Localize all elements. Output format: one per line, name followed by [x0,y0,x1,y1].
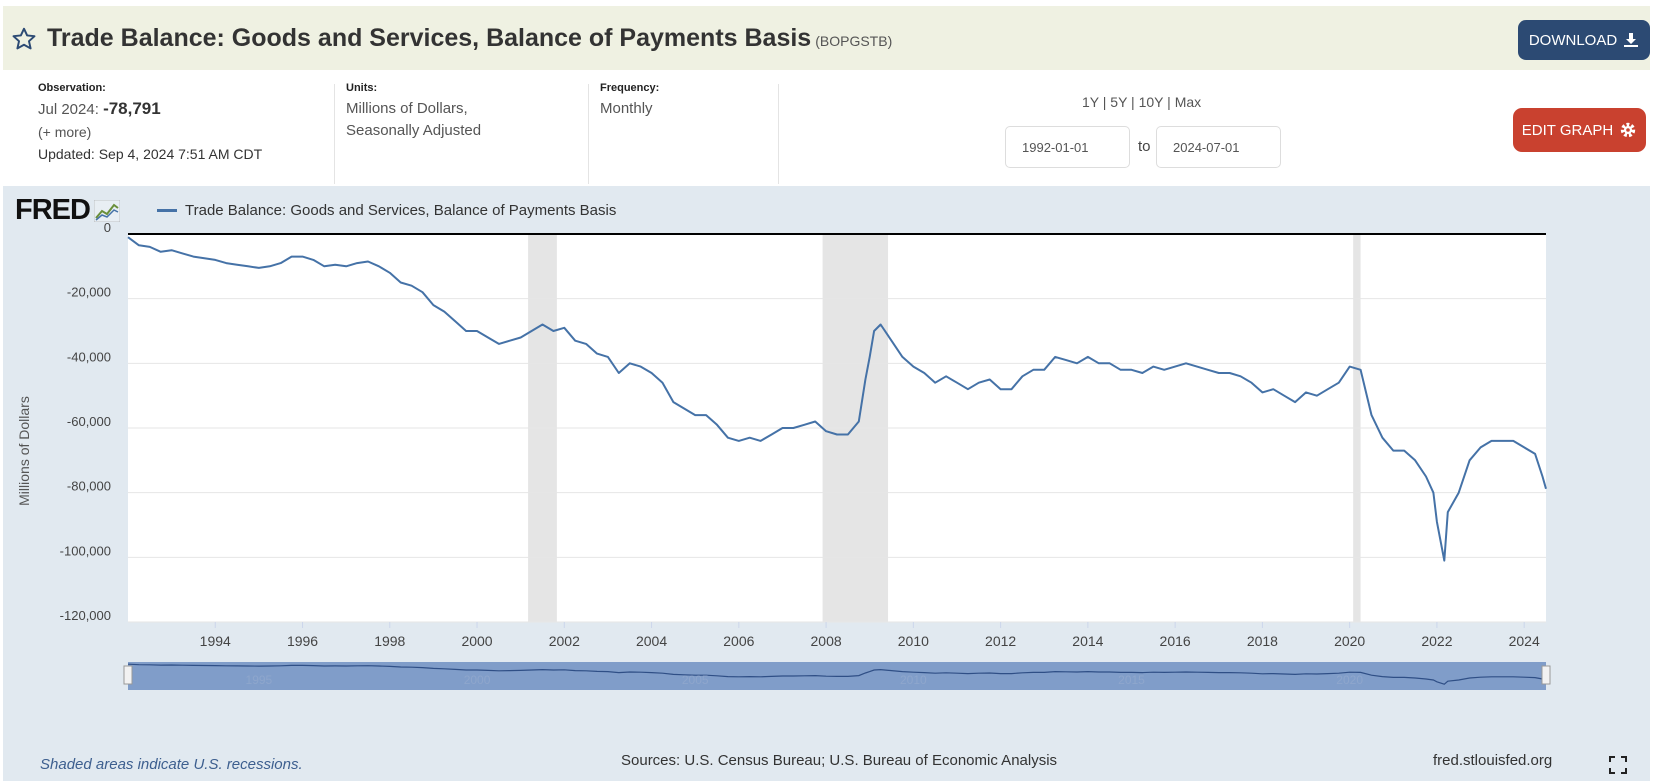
fullscreen-icon[interactable] [1609,756,1627,774]
x-tick-label: 2022 [1421,633,1452,649]
x-tick-label: 2004 [636,633,667,649]
divider [778,84,779,184]
edit-graph-label: EDIT GRAPH [1521,121,1614,139]
observation-label: Observation: [38,82,106,94]
navigator-year-label: 2010 [900,673,927,687]
range-10y-link[interactable]: 10Y [1138,94,1164,110]
x-tick-label: 1996 [287,633,318,649]
observation-date: Jul 2024: [38,101,99,118]
series-header: Trade Balance: Goods and Services, Balan… [3,6,1650,70]
navigator-line [127,663,1547,685]
end-date-input[interactable]: 2024-07-01 [1156,126,1281,168]
observation-block: Observation: Jul 2024: -78,791 (+ more) … [38,82,262,165]
y-tick-label: -20,000 [67,285,111,300]
download-icon [1624,33,1639,47]
sources-text: Sources: U.S. Census Bureau; U.S. Bureau… [621,752,1058,769]
x-tick-label: 2018 [1247,633,1278,649]
y-tick-label: -100,000 [60,543,111,558]
observation-value: -78,791 [103,99,161,118]
updated-value: Sep 4, 2024 7:51 AM CDT [98,146,263,162]
title-text: Trade Balance: Goods and Services, Balan… [47,24,812,52]
navigator-handle[interactable] [1541,665,1551,685]
star-icon[interactable] [11,26,37,52]
range-1y-link[interactable]: 1Y [1082,94,1099,110]
navigator-year-label: 2015 [1118,673,1145,687]
x-tick-label: 2020 [1334,633,1365,649]
x-tick-label: 2000 [461,633,492,649]
x-tick-label: 2010 [898,633,929,649]
range-navigator: 1995 2000 2005 2010 2015 2020 [123,662,1551,690]
legend-label: Trade Balance: Goods and Services, Balan… [185,202,617,219]
edit-graph-button[interactable]: EDIT GRAPH [1513,108,1646,152]
legend-swatch [157,209,177,212]
recession-note: Shaded areas indicate U.S. recessions. [40,756,303,773]
x-tick-label: 2006 [723,633,754,649]
units-line2: Seasonally Adjusted [346,122,482,139]
y-tick-label: 0 [104,222,111,235]
navigator-year-label: 2000 [464,673,491,687]
updated-label: Updated: [38,146,95,162]
series-id: (BOPGSTB) [815,33,893,49]
chart-logo-icon [93,199,120,222]
chart-legend[interactable]: Trade Balance: Goods and Services, Balan… [157,202,616,219]
gear-icon [1621,122,1636,138]
to-label: to [1138,138,1151,155]
page-title: Trade Balance: Goods and Services, Balan… [47,24,892,53]
x-tick-label: 1994 [200,633,231,649]
y-tick-label: -40,000 [67,349,111,364]
chart-svg[interactable]: 0 -20,000 -40,000 -60,000 -80,000 -100,000 -12… [3,222,1650,742]
divider [588,84,589,184]
range-max-link[interactable]: Max [1174,94,1202,110]
navigator-year-label: 1995 [246,673,273,687]
download-label: DOWNLOAD [1528,31,1618,49]
navigator-year-label: 2005 [682,673,709,687]
navigator-handle[interactable] [123,665,133,685]
x-tick-label: 2014 [1072,633,1103,649]
x-tick-label: 2012 [985,633,1016,649]
updated-line: Updated: Sep 4, 2024 7:51 AM CDT [38,143,262,165]
units-line1: Millions of Dollars, [346,100,468,117]
x-tick-label: 2024 [1509,633,1540,649]
more-link[interactable]: (+ more) [38,124,92,140]
x-tick-label: 2002 [549,633,580,649]
x-tick-label: 2016 [1160,633,1191,649]
units-block: Units: Millions of Dollars, Seasonally A… [346,82,481,142]
frequency-value: Monthly [600,100,653,117]
series-line [127,236,1547,562]
fred-url-link[interactable]: fred.stlouisfed.org [1433,752,1553,769]
observation-line: Jul 2024: -78,791 [38,98,262,121]
x-tick-label: 2008 [811,633,842,649]
navigator-year-label: 2020 [1336,673,1363,687]
download-button[interactable]: DOWNLOAD [1518,20,1650,60]
y-tick-label: -120,000 [60,608,111,623]
range-links: 1Y | 5Y | 10Y | Max [1082,94,1202,110]
start-date-input[interactable]: 1992-01-01 [1005,126,1130,168]
fred-logo: FRED [15,194,120,227]
frequency-label: Frequency: [600,82,660,94]
units-label: Units: [346,82,378,94]
y-tick-label: -60,000 [67,414,111,429]
fred-logo-text: FRED [15,194,91,226]
graph-area: FRED Trade Balance: Goods and Services, … [3,186,1650,781]
divider [334,84,335,184]
frequency-block: Frequency: Monthly [600,82,659,120]
y-tick-label: -80,000 [67,479,111,494]
range-5y-link[interactable]: 5Y [1110,94,1128,110]
x-tick-label: 1998 [374,633,405,649]
